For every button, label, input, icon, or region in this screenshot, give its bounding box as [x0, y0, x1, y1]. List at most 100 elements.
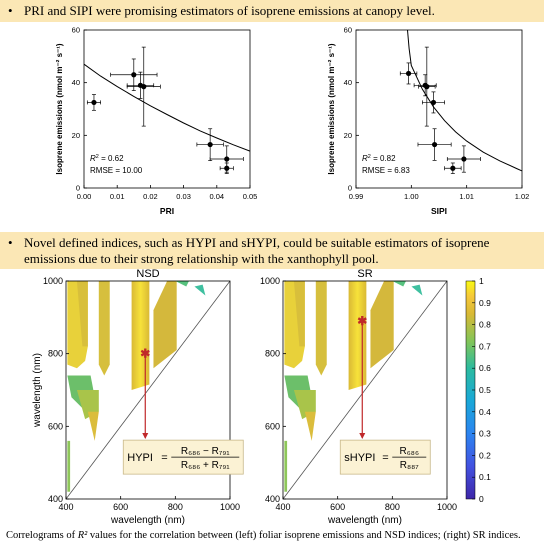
y-tick-label: 40	[72, 78, 80, 87]
novel-indices-text: Novel defined indices, such as HYPI and …	[24, 235, 490, 266]
heat-region	[76, 281, 88, 347]
y-tick-label: 0	[76, 184, 80, 193]
x-tick-label: 0.01	[110, 192, 125, 201]
point-marker	[431, 141, 438, 148]
y-tick-label: 20	[72, 131, 80, 140]
x-tick-label: 0.99	[349, 192, 364, 201]
heatmap-frame	[282, 280, 448, 500]
heat-region	[411, 284, 423, 296]
point-marker	[430, 99, 437, 106]
x-tick-label: 0.05	[243, 192, 258, 201]
formula-numerator: R₆₈₆	[400, 446, 419, 457]
formula-denominator: R₆₈₆ + R₇₉₁	[181, 460, 230, 471]
heat-region	[304, 411, 316, 441]
x-axis-label: PRI	[160, 206, 174, 216]
heat-region	[348, 281, 367, 390]
x-axis-label: SIPI	[431, 206, 447, 216]
caption-prefix: Correlograms of	[6, 530, 78, 541]
caption-suffix: values for the correlation between (left…	[87, 530, 521, 541]
x-tick-label: 600	[113, 502, 128, 512]
point-marker	[424, 84, 430, 90]
colorbar-tick-label: 0	[479, 494, 484, 504]
diagonal-line	[65, 280, 231, 500]
y-tick-label: 400	[265, 494, 280, 504]
y-tick-label: 60	[344, 26, 352, 35]
colorbar-tick-label: 0.4	[479, 407, 491, 417]
rmse-annotation: RMSE = 6.83	[362, 166, 410, 175]
heat-region	[293, 390, 316, 420]
heatmap-cells	[67, 281, 206, 492]
colorbar-tick-label: 0.3	[479, 429, 491, 439]
heat-region	[284, 440, 288, 492]
x-tick-label: 0.00	[77, 192, 92, 201]
y-tick-label: 400	[48, 494, 63, 504]
x-tick-label: 800	[168, 502, 183, 512]
x-tick-label: 400	[58, 502, 73, 512]
formula-denominator: R₈₈₇	[400, 460, 420, 471]
y-axis-label: Isoprene emissions (nmol m⁻² s⁻¹)	[55, 43, 64, 174]
data-point	[196, 128, 224, 161]
data-point	[417, 128, 452, 161]
heat-region	[194, 284, 206, 296]
x-tick-label: 0.04	[209, 192, 224, 201]
formula-lhs: HYPI	[127, 452, 153, 464]
data-point	[219, 162, 234, 174]
formula-equals: =	[161, 452, 167, 464]
data-point	[418, 46, 436, 127]
data-point	[399, 62, 418, 85]
heat-region	[67, 440, 71, 492]
x-axis-label: wavelength (nm)	[110, 515, 185, 526]
colorbar-tick-label: 0.1	[479, 472, 491, 482]
point-marker	[461, 156, 467, 162]
heatmap-title: SR	[357, 269, 372, 280]
formula-equals: =	[382, 452, 388, 464]
pri-scatter-plot: 0.00 0.01 0.02 0.03 0.04 0.05 0 20 40 60 PRI Isopre…	[55, 26, 258, 217]
data-point	[446, 145, 481, 173]
heat-region	[315, 281, 327, 376]
heat-region	[87, 411, 99, 441]
point-marker	[224, 165, 230, 171]
correlogram-figure: NSD 400 600 800 1000 400 600 800 1000 wavelength …	[32, 269, 491, 526]
data-point	[422, 91, 445, 114]
x-tick-label: 0.03	[176, 192, 191, 201]
y-axis-label: wavelength (nm)	[32, 353, 43, 428]
point-marker	[450, 165, 456, 171]
heat-region	[98, 281, 110, 376]
heat-region	[392, 281, 406, 287]
heatmap-cells	[284, 281, 423, 492]
x-tick-label: 0.02	[143, 192, 158, 201]
y-tick-label: 600	[48, 421, 63, 431]
point-marker	[207, 141, 213, 148]
caption-r2: R²	[77, 530, 88, 541]
data-point	[86, 94, 101, 111]
plot-frame	[83, 29, 251, 189]
marker-star: ✱	[357, 314, 367, 328]
data-point	[444, 162, 462, 174]
heat-region	[131, 281, 150, 390]
colorbar-tick-label: 1	[479, 276, 484, 286]
y-tick-label: 1000	[43, 276, 63, 286]
arrow-head	[142, 432, 149, 439]
x-tick-label: 800	[385, 502, 400, 512]
formula-numerator: R₆₈₆ − R₇₉₁	[181, 446, 230, 457]
y-axis-label: Isoprene emissions (nmol m⁻² s⁻¹)	[327, 43, 336, 174]
y-tick-label: 800	[265, 349, 280, 359]
fit-curve	[407, 29, 523, 172]
x-tick-label: 1.01	[459, 192, 474, 201]
rmse-annotation: RMSE = 10.00	[90, 166, 143, 175]
y-tick-label: 60	[72, 26, 80, 35]
point-marker	[141, 84, 147, 90]
y-tick-label: 40	[344, 78, 352, 87]
y-tick-label: 600	[265, 421, 280, 431]
x-tick-label: 1000	[437, 502, 457, 512]
y-tick-label: 0	[348, 184, 352, 193]
formula-lhs: sHYPI	[344, 452, 375, 464]
colorbar-tick-label: 0.7	[479, 341, 491, 351]
novel-indices-banner: • Novel defined indices, such as HYPI an…	[0, 232, 544, 269]
heat-region	[153, 281, 177, 369]
fit-curve	[83, 63, 251, 152]
colorbar-tick-label: 0.5	[479, 385, 491, 395]
y-tick-label: 20	[344, 131, 352, 140]
heat-region	[370, 281, 394, 369]
arrow-head	[359, 432, 366, 439]
